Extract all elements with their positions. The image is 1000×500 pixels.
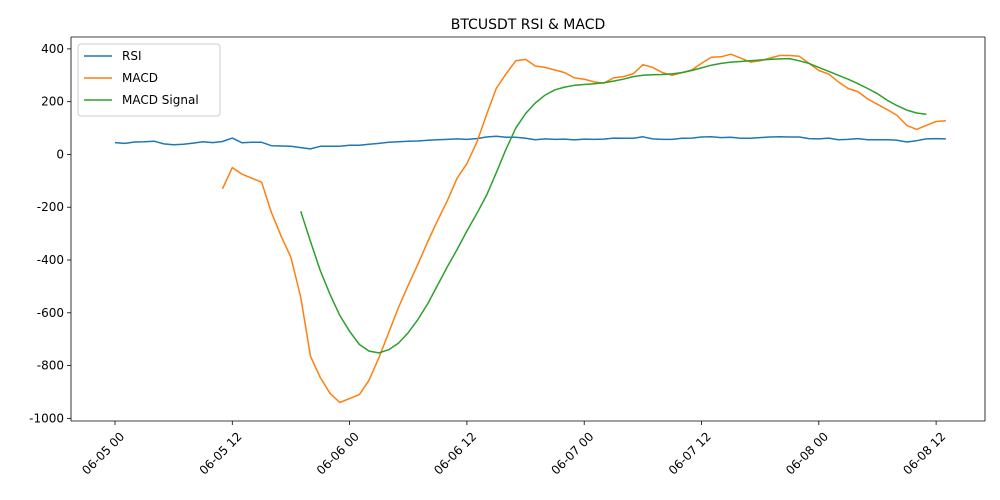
x-tick-label: 06-06 12 bbox=[431, 429, 479, 477]
y-tick-label: 0 bbox=[56, 147, 64, 161]
legend-box bbox=[77, 43, 221, 117]
y-tick-label: -600 bbox=[37, 306, 64, 320]
x-tick-label: 06-05 12 bbox=[197, 429, 245, 477]
legend-label: MACD bbox=[122, 71, 158, 85]
legend-label: MACD Signal bbox=[122, 93, 199, 107]
y-tick-label: -800 bbox=[37, 359, 64, 373]
y-tick-label: -1000 bbox=[29, 411, 64, 425]
plot-area bbox=[71, 37, 985, 421]
series-line-macd bbox=[221, 53, 946, 404]
legend-label: RSI bbox=[122, 49, 142, 63]
x-tick-label: 06-06 00 bbox=[314, 429, 362, 477]
x-tick-label: 06-08 00 bbox=[783, 429, 831, 477]
y-tick-label: -400 bbox=[37, 253, 64, 267]
series-line-macd-signal bbox=[299, 57, 927, 354]
x-tick-label: 06-08 12 bbox=[900, 429, 948, 477]
y-tick-label: 400 bbox=[41, 42, 64, 56]
legend: RSI MACD MACD Signal bbox=[77, 43, 221, 117]
y-tick-label: -200 bbox=[37, 200, 64, 214]
series-line-rsi bbox=[114, 135, 946, 150]
series-layer bbox=[114, 53, 946, 404]
x-tick-label: 06-05 00 bbox=[79, 429, 127, 477]
y-tick-label: 200 bbox=[41, 95, 64, 109]
x-tick-label: 06-07 00 bbox=[549, 429, 597, 477]
x-tick-label: 06-07 12 bbox=[666, 429, 714, 477]
chart-title: BTCUSDT RSI & MACD bbox=[451, 17, 606, 33]
